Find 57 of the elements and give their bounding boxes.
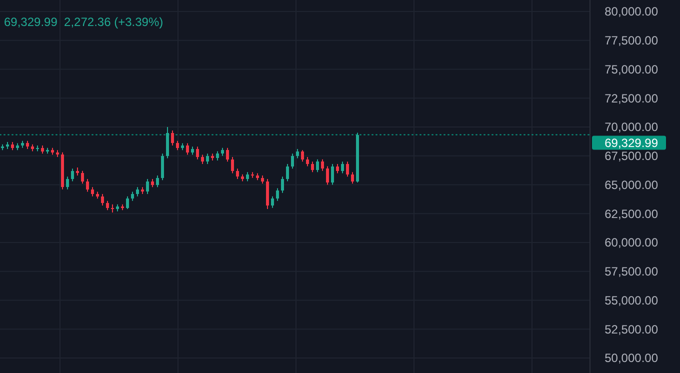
candlestick	[276, 188, 279, 202]
candlestick	[126, 196, 129, 210]
y-tick-label: 70,000.00	[604, 120, 658, 134]
candlestick	[341, 161, 344, 174]
y-tick-label: 60,000.00	[604, 236, 658, 250]
candlestick	[271, 196, 274, 208]
candlestick	[171, 130, 174, 146]
candlestick	[311, 161, 314, 173]
candlestick	[166, 126, 169, 159]
y-tick-label: 67,500.00	[604, 149, 658, 164]
y-tick-label: 72,500.00	[604, 91, 658, 106]
y-tick-label: 62,500.00	[604, 206, 658, 221]
candlestick	[291, 153, 294, 170]
y-tick-label: 57,500.00	[604, 264, 658, 279]
candlestick	[326, 166, 329, 186]
candlestick	[86, 178, 89, 192]
annotation: 69,329.99 2,272.36 (+3.39%)	[4, 15, 164, 29]
candlestick	[71, 168, 74, 182]
y-tick-label: 50,000.00	[604, 351, 658, 366]
candlestick	[81, 170, 84, 184]
ref-line-label: 69,329.99	[604, 136, 658, 150]
candlestick	[331, 163, 334, 186]
candlestick	[321, 158, 324, 172]
y-tick-label: 75,000.00	[604, 62, 658, 76]
candlestick	[316, 158, 319, 173]
candlestick	[336, 163, 339, 174]
candlestick	[246, 172, 249, 182]
candlestick	[66, 176, 69, 190]
y-tick-label: 65,000.00	[604, 178, 658, 192]
y-tick-label: 80,000.00	[604, 4, 658, 19]
candlestick	[281, 176, 284, 194]
candlestick	[106, 200, 109, 211]
y-tick-label: 52,500.00	[604, 322, 658, 336]
candlestick	[286, 163, 289, 182]
candlestick	[101, 194, 104, 206]
y-tick-label: 55,000.00	[604, 293, 658, 308]
candlestick	[91, 186, 94, 197]
candlestick	[161, 153, 164, 181]
candlestick	[231, 156, 234, 174]
candlestick	[306, 156, 309, 167]
y-tick-label: 77,500.00	[604, 34, 658, 48]
candlestick	[176, 140, 179, 151]
candlestick	[206, 153, 209, 164]
candlestick	[186, 142, 189, 156]
candlestick	[296, 148, 299, 159]
candlestick	[156, 175, 159, 188]
candlestick	[201, 154, 204, 164]
candlestick	[136, 186, 139, 197]
candlestick	[131, 191, 134, 202]
candlestick	[236, 168, 239, 180]
candlestick	[196, 146, 199, 160]
candlestick	[226, 147, 229, 162]
candlestick	[351, 172, 354, 184]
candlestick	[346, 161, 349, 178]
candlestick	[216, 150, 219, 162]
candlestick	[301, 150, 304, 162]
candlestick	[146, 178, 149, 195]
